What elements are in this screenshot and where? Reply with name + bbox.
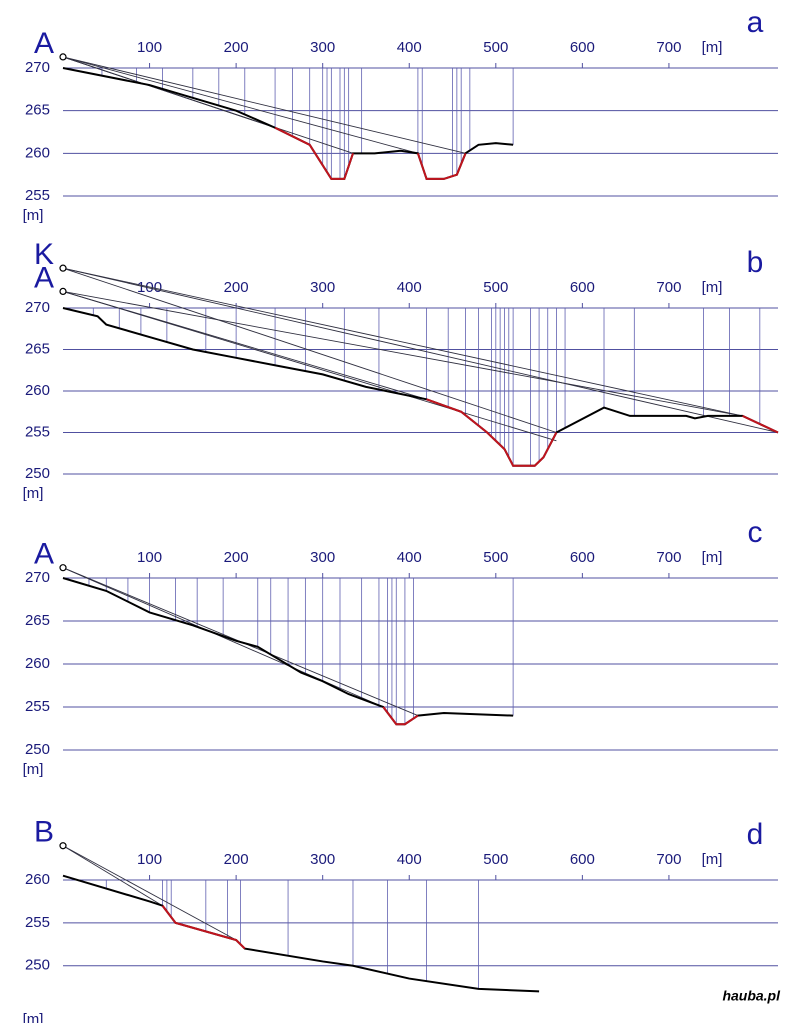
x-tick-label: 600: [570, 39, 595, 56]
x-tick-label: 200: [224, 549, 249, 566]
sight-line: [62, 267, 779, 433]
sight-line: [62, 56, 466, 154]
y-tick-label: 250: [25, 465, 50, 482]
observer-label: B: [34, 816, 54, 849]
x-tick-label: 500: [483, 279, 508, 296]
x-unit: [m]: [702, 279, 723, 296]
x-tick-label: 400: [397, 851, 422, 868]
observer-point: [59, 842, 67, 850]
x-tick-label: 700: [656, 851, 681, 868]
y-unit: [m]: [23, 485, 44, 502]
y-tick-label: 250: [25, 957, 50, 974]
x-tick-label: 200: [224, 279, 249, 296]
observer-point: [59, 564, 67, 572]
sight-line: [62, 845, 163, 907]
hidden-segment: [382, 706, 419, 726]
sight-line: [62, 267, 557, 433]
x-unit: [m]: [702, 549, 723, 566]
observer-point: [59, 264, 67, 272]
panel-label: b: [747, 246, 764, 279]
x-tick-label: 100: [137, 279, 162, 296]
x-tick-label: 200: [224, 39, 249, 56]
sight-line: [62, 56, 419, 154]
y-tick-label: 260: [25, 871, 50, 888]
x-unit: [m]: [702, 39, 723, 56]
observer-label: A: [34, 538, 54, 571]
hidden-segment: [426, 398, 558, 467]
x-tick-label: 700: [656, 279, 681, 296]
x-tick-label: 400: [397, 549, 422, 566]
y-tick-label: 255: [25, 698, 50, 715]
terrain-profile: [62, 874, 540, 993]
y-tick-label: 260: [25, 144, 50, 161]
hidden-segment: [742, 414, 779, 434]
observer-label: A: [34, 261, 54, 294]
y-tick-label: 270: [25, 299, 50, 316]
terrain-profile: [62, 67, 514, 180]
x-tick-label: 500: [483, 549, 508, 566]
observer-point: [59, 53, 67, 61]
x-tick-label: 300: [310, 549, 335, 566]
x-tick-label: 300: [310, 851, 335, 868]
hidden-segment: [161, 905, 246, 950]
x-tick-label: 100: [137, 549, 162, 566]
y-tick-label: 270: [25, 59, 50, 76]
sight-line: [62, 290, 743, 417]
y-tick-label: 255: [25, 914, 50, 931]
y-tick-label: 265: [25, 340, 50, 357]
y-unit: [m]: [23, 207, 44, 224]
x-tick-label: 400: [397, 279, 422, 296]
y-tick-label: 260: [25, 382, 50, 399]
x-tick-label: 500: [483, 39, 508, 56]
x-tick-label: 200: [224, 851, 249, 868]
x-tick-label: 300: [310, 279, 335, 296]
hidden-segment: [416, 152, 467, 180]
x-tick-label: 500: [483, 851, 508, 868]
sight-line: [62, 845, 237, 941]
x-tick-label: 600: [570, 279, 595, 296]
y-tick-label: 255: [25, 187, 50, 204]
y-tick-label: 250: [25, 741, 50, 758]
sight-line: [62, 290, 557, 442]
panel-label: a: [747, 6, 764, 39]
x-tick-label: 700: [656, 549, 681, 566]
x-tick-label: 600: [570, 549, 595, 566]
observer-label: K: [34, 238, 54, 271]
credit: hauba.pl: [722, 988, 781, 1004]
sight-line: [62, 56, 354, 154]
x-unit: [m]: [702, 851, 723, 868]
y-tick-label: 265: [25, 612, 50, 629]
y-tick-label: 260: [25, 655, 50, 672]
x-tick-label: 100: [137, 851, 162, 868]
y-tick-label: 255: [25, 423, 50, 440]
observer-label: A: [34, 27, 54, 60]
y-tick-label: 265: [25, 102, 50, 119]
x-tick-label: 700: [656, 39, 681, 56]
x-tick-label: 100: [137, 39, 162, 56]
panel-label: d: [747, 818, 764, 851]
x-tick-label: 400: [397, 39, 422, 56]
y-tick-label: 270: [25, 569, 50, 586]
y-unit: [m]: [23, 1011, 44, 1023]
x-tick-label: 300: [310, 39, 335, 56]
panel-label: c: [748, 516, 763, 549]
hidden-segment: [274, 126, 354, 180]
x-tick-label: 600: [570, 851, 595, 868]
observer-point: [59, 287, 67, 295]
y-unit: [m]: [23, 761, 44, 778]
sight-line: [62, 267, 743, 417]
